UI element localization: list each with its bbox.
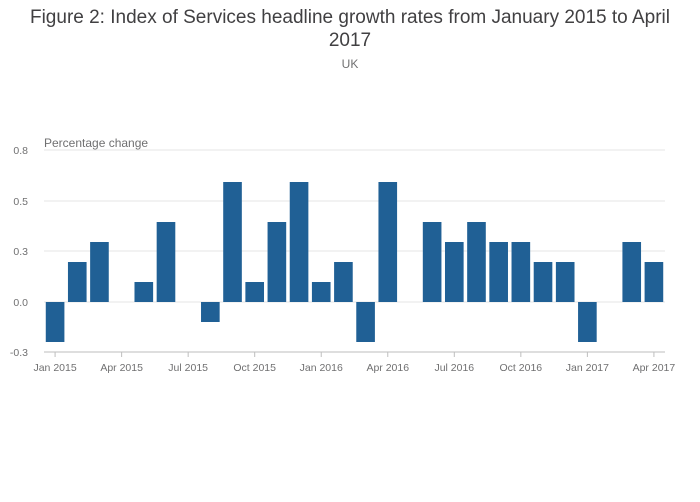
bar bbox=[156, 222, 176, 302]
bar bbox=[378, 182, 398, 302]
bar bbox=[223, 182, 242, 302]
x-tick-label: Oct 2016 bbox=[500, 362, 543, 374]
x-tick-label: Jan 2016 bbox=[300, 362, 343, 374]
bar bbox=[311, 282, 331, 302]
chart-subtitle: UK bbox=[341, 57, 359, 71]
bar bbox=[467, 222, 486, 302]
y-tick-label: 0.0 bbox=[13, 297, 28, 309]
x-tick-label: Apr 2015 bbox=[100, 362, 143, 374]
x-tick-label: Jul 2015 bbox=[168, 362, 208, 374]
bar bbox=[67, 262, 87, 302]
bar bbox=[201, 302, 220, 322]
chart-title: Figure 2: Index of Services headline gro… bbox=[29, 7, 670, 51]
bar bbox=[267, 222, 287, 302]
bar bbox=[489, 242, 508, 302]
x-tick-label: Apr 2017 bbox=[633, 362, 676, 374]
bar bbox=[533, 262, 553, 302]
x-tick-label: Jan 2017 bbox=[566, 362, 609, 374]
bar bbox=[511, 242, 531, 302]
x-tick-label: Oct 2015 bbox=[233, 362, 276, 374]
y-tick-label: 0.3 bbox=[13, 246, 28, 258]
bar bbox=[245, 282, 265, 302]
bar bbox=[134, 282, 154, 302]
x-axis: Jan 2015 Apr 2015 Jul 2015 Oct 2015 Jan 2016… bbox=[33, 352, 675, 374]
x-tick-label: Jan 2015 bbox=[33, 362, 76, 374]
y-tick-label: 0.5 bbox=[13, 196, 28, 208]
gridlines bbox=[44, 149, 665, 353]
bars bbox=[45, 182, 664, 342]
bar bbox=[422, 222, 442, 302]
bar bbox=[444, 242, 464, 302]
bar bbox=[644, 262, 664, 302]
y-axis-ticks: 0.8 0.5 0.3 0.0 -0.3 bbox=[10, 145, 28, 359]
bar bbox=[45, 302, 65, 342]
y-tick-label: 0.8 bbox=[13, 145, 28, 157]
bar bbox=[289, 182, 309, 302]
bar bbox=[90, 242, 109, 302]
x-tick-label: Jul 2016 bbox=[434, 362, 474, 374]
x-tick-label: Apr 2016 bbox=[366, 362, 409, 374]
bar bbox=[555, 262, 575, 302]
bar bbox=[622, 242, 642, 302]
bar bbox=[334, 262, 353, 302]
y-axis-label: Percentage change bbox=[44, 136, 149, 150]
bar bbox=[356, 302, 375, 342]
bar bbox=[578, 302, 597, 342]
y-tick-label: -0.3 bbox=[10, 347, 28, 359]
